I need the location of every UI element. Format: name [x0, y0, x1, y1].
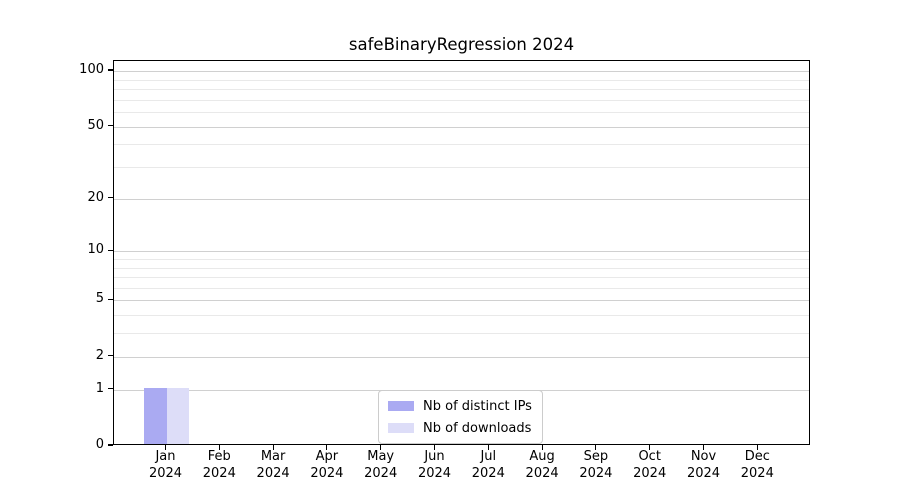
x-tick-label: Mar 2024	[256, 449, 290, 481]
y-tick-label: 50	[87, 117, 104, 133]
y-tick-mark	[108, 444, 113, 446]
major-gridline	[114, 300, 809, 302]
x-tick-mark	[164, 445, 167, 450]
y-tick-label: 5	[95, 291, 104, 307]
legend-swatch	[388, 423, 414, 433]
legend-label: Nb of downloads	[423, 420, 532, 436]
legend-entry: Nb of downloads	[388, 419, 532, 437]
x-tick-mark	[702, 445, 705, 450]
x-tick-mark	[487, 445, 489, 450]
x-tick-mark	[272, 445, 274, 450]
y-tick-label: 10	[87, 242, 104, 258]
y-tick-label: 1	[95, 380, 104, 396]
y-tick-mark	[108, 69, 113, 71]
x-tick-label: Aug 2024	[525, 449, 559, 481]
legend-label: Nb of distinct IPs	[423, 398, 532, 414]
x-tick-label: Feb 2024	[202, 449, 236, 481]
chart-title: safeBinaryRegression 2024	[348, 35, 575, 54]
minor-gridline	[114, 267, 809, 269]
x-tick-mark	[380, 445, 382, 450]
x-tick-mark	[218, 445, 220, 450]
x-tick-label: Jan 2024	[148, 449, 183, 481]
y-tick-mark	[108, 355, 113, 357]
plot-area	[113, 60, 810, 445]
x-tick-mark	[433, 445, 436, 450]
x-tick-label: May 2024	[364, 449, 398, 481]
bar-nb-of-downloads	[166, 387, 189, 444]
x-tick-mark	[541, 445, 543, 450]
minor-gridline	[114, 99, 809, 101]
y-tick-label: 0	[95, 437, 104, 452]
minor-gridline	[114, 315, 809, 317]
x-tick-label: Sep 2024	[579, 449, 613, 481]
y-tick-mark	[108, 388, 113, 390]
x-tick-label: Jul 2024	[471, 449, 505, 481]
y-tick-label: 20	[87, 189, 104, 205]
minor-gridline	[114, 79, 809, 81]
legend-entry: Nb of distinct IPs	[388, 397, 532, 415]
x-tick-mark	[595, 445, 597, 450]
major-gridline	[114, 126, 809, 128]
bar-nb-of-distinct-ips	[144, 387, 167, 444]
y-tick-label: 100	[79, 62, 104, 77]
y-tick-mark	[108, 298, 113, 300]
minor-gridline	[114, 144, 809, 146]
major-gridline	[114, 198, 809, 200]
minor-gridline	[114, 112, 809, 113]
x-tick-mark	[756, 445, 758, 450]
y-tick-mark	[108, 249, 113, 251]
major-gridline	[114, 71, 809, 72]
major-gridline	[114, 356, 809, 358]
legend-swatch	[388, 401, 414, 411]
x-tick-mark	[649, 445, 651, 450]
minor-gridline	[114, 333, 809, 335]
y-tick-mark	[108, 124, 113, 127]
minor-gridline	[114, 88, 809, 90]
x-tick-label: Oct 2024	[633, 449, 667, 481]
y-tick-mark	[108, 197, 113, 199]
x-tick-label: Nov 2024	[686, 449, 721, 481]
x-tick-label: Dec 2024	[740, 449, 774, 481]
minor-gridline	[114, 167, 809, 168]
y-tick-label: 2	[95, 347, 104, 363]
legend: Nb of distinct IPs Nb of downloads	[378, 390, 543, 444]
x-tick-label: Jun 2024	[417, 449, 452, 481]
minor-gridline	[114, 287, 809, 289]
major-gridline	[114, 251, 809, 253]
minor-gridline	[114, 258, 809, 260]
x-tick-label: Apr 2024	[310, 449, 344, 481]
minor-gridline	[114, 277, 809, 278]
x-tick-mark	[326, 445, 328, 450]
